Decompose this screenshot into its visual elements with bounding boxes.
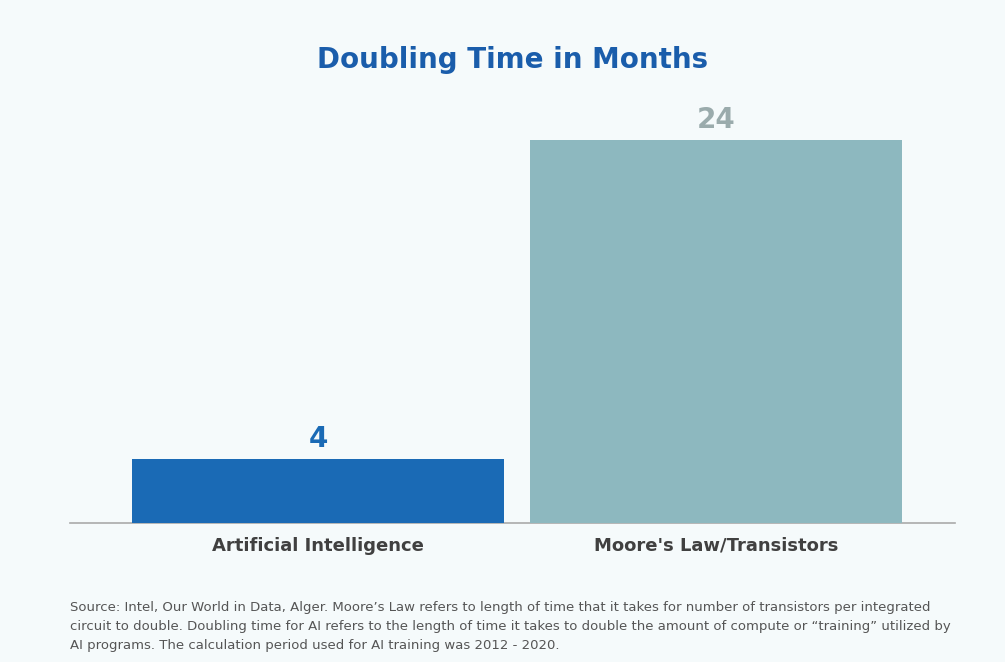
Text: 24: 24 bbox=[696, 106, 736, 134]
Bar bbox=[133, 459, 504, 523]
Title: Doubling Time in Months: Doubling Time in Months bbox=[317, 46, 709, 73]
Text: 4: 4 bbox=[309, 425, 328, 453]
Text: Source: Intel, Our World in Data, Alger. Moore’s Law refers to length of time th: Source: Intel, Our World in Data, Alger.… bbox=[70, 601, 951, 652]
Bar bbox=[531, 140, 901, 523]
